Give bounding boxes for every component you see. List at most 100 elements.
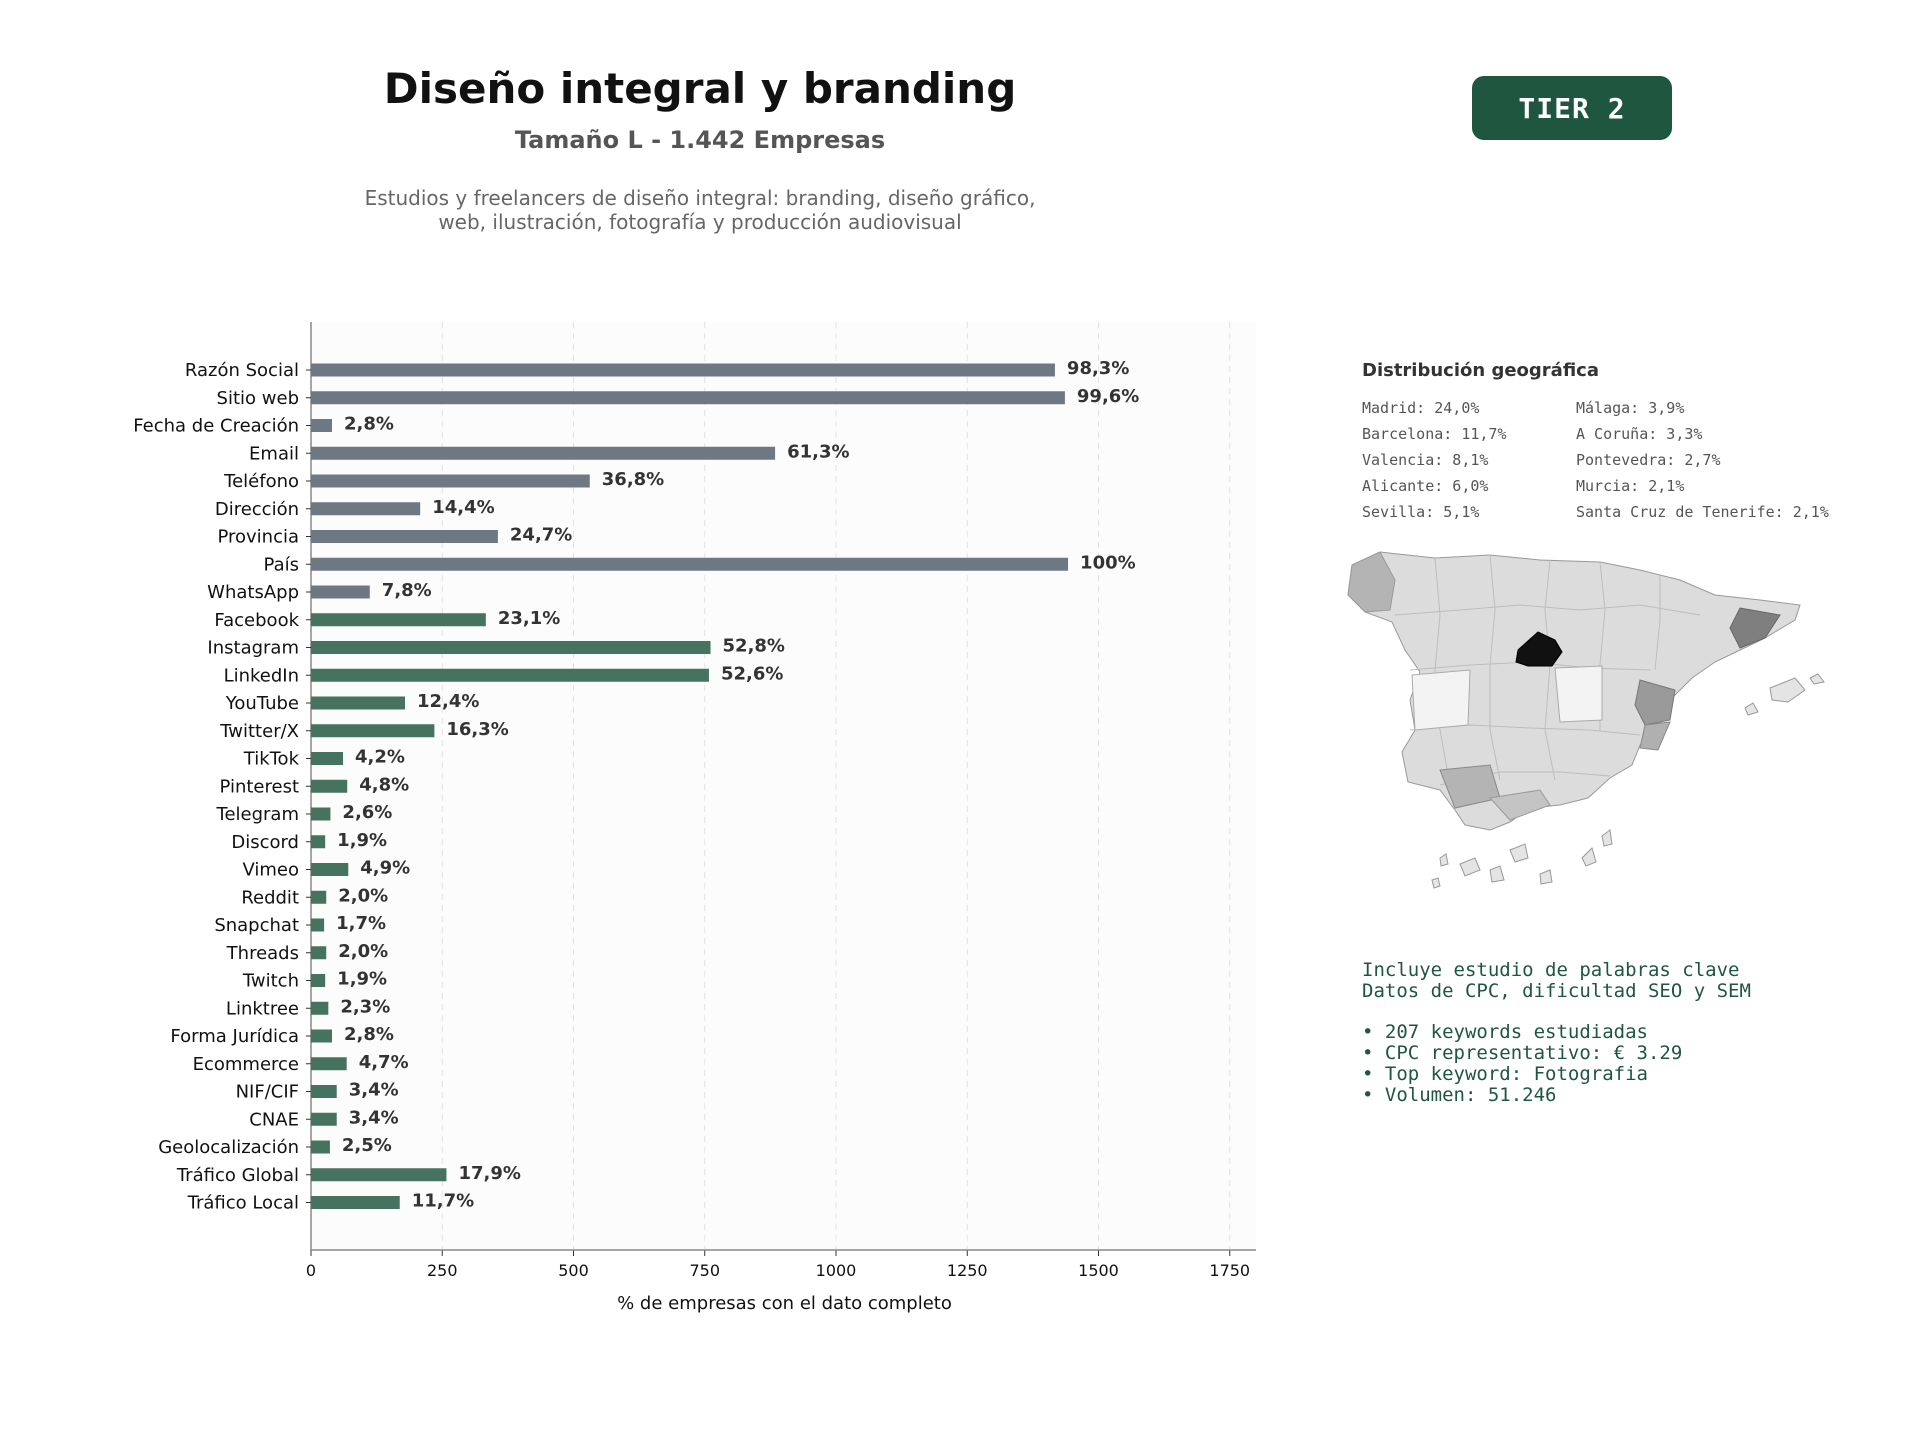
x-tick-label: 0 — [306, 1261, 316, 1280]
bar — [311, 696, 405, 710]
category-label: Telegram — [216, 804, 299, 825]
data-label: 14,4% — [432, 497, 494, 518]
bar — [311, 391, 1065, 405]
bar — [311, 419, 332, 432]
data-label: 2,0% — [338, 941, 388, 962]
geo-item: Madrid: 24,0% — [1362, 399, 1480, 417]
description-line-1: Estudios y freelancers de diseño integra… — [364, 186, 1036, 210]
map-light-center — [1554, 665, 1603, 723]
bar — [311, 863, 349, 876]
x-tick-label: 1500 — [1078, 1261, 1119, 1280]
geo-item: A Coruña: 3,3% — [1576, 425, 1703, 443]
geo-item: Málaga: 3,9% — [1576, 399, 1685, 417]
category-label: Dirección — [215, 499, 299, 520]
data-label: 4,7% — [359, 1052, 409, 1073]
data-label: 12,4% — [417, 691, 479, 712]
data-label: 61,3% — [787, 441, 849, 462]
data-label: 17,9% — [458, 1163, 520, 1184]
tier-badge: TIER 2 — [1472, 76, 1672, 140]
map-light-west — [1411, 669, 1471, 731]
data-label: 2,0% — [338, 885, 388, 906]
map-galicia — [1347, 551, 1396, 613]
category-label: Email — [249, 443, 299, 464]
bar — [311, 724, 435, 738]
category-label: Teléfono — [223, 471, 299, 492]
bar — [311, 807, 331, 821]
geo-item: Pontevedra: 2,7% — [1576, 451, 1721, 469]
x-tick-label: 500 — [558, 1261, 589, 1280]
data-label: 52,6% — [721, 663, 783, 684]
map-valencia — [1634, 679, 1676, 726]
keywords-line-1: Incluye estudio de palabras clave — [1362, 959, 1740, 981]
category-label: NIF/CIF — [236, 1082, 299, 1103]
category-label: Discord — [231, 832, 299, 853]
bar — [311, 918, 325, 932]
x-tick-label: 1250 — [947, 1261, 988, 1280]
keywords-bullet: • 207 keywords estudiadas — [1362, 1021, 1648, 1043]
page-title: Diseño integral y branding — [383, 64, 1017, 113]
data-label: 2,6% — [342, 802, 392, 823]
map-alicante — [1639, 721, 1671, 751]
bar — [311, 613, 486, 627]
data-label: 100% — [1080, 552, 1136, 573]
geo-item: Barcelona: 11,7% — [1362, 425, 1507, 443]
data-label: 3,4% — [349, 1080, 399, 1101]
category-label: Twitter/X — [219, 721, 299, 742]
keywords-bullet: • Top keyword: Fotografia — [1362, 1063, 1648, 1085]
data-label: 24,7% — [510, 525, 572, 546]
category-label: Vimeo — [242, 860, 299, 881]
bar — [311, 446, 776, 460]
bar — [311, 585, 370, 599]
category-label: Facebook — [214, 610, 299, 631]
data-label: 1,9% — [337, 969, 387, 990]
bar — [311, 1196, 400, 1209]
x-tick-label: 1000 — [816, 1261, 857, 1280]
data-label: 2,8% — [344, 414, 394, 435]
category-label: LinkedIn — [224, 665, 299, 686]
category-label: Instagram — [207, 638, 299, 659]
page-subtitle: Tamaño L - 1.442 Empresas — [514, 126, 886, 154]
data-label: 16,3% — [446, 719, 508, 740]
category-label: Reddit — [241, 887, 299, 908]
bar — [311, 557, 1069, 571]
data-label: 7,8% — [382, 580, 432, 601]
bar — [311, 890, 327, 904]
description-line-2: web, ilustración, fotografía y producció… — [438, 210, 962, 234]
geo-item: Alicante: 6,0% — [1362, 477, 1489, 495]
bar — [311, 530, 498, 543]
x-tick-label: 750 — [689, 1261, 720, 1280]
category-label: Forma Jurídica — [170, 1026, 299, 1047]
geo-distribution-title: Distribución geográfica — [1362, 360, 1599, 381]
bar — [311, 1029, 332, 1043]
data-label: 4,2% — [355, 747, 405, 768]
data-label: 98,3% — [1067, 358, 1129, 379]
data-label: 2,3% — [340, 996, 390, 1017]
x-tick-label: 250 — [427, 1261, 458, 1280]
bar — [311, 1168, 447, 1182]
map-malaga — [1489, 789, 1551, 821]
bar — [311, 752, 344, 765]
bar — [311, 474, 590, 488]
category-label: TikTok — [243, 749, 300, 770]
x-axis-title: % de empresas con el dato completo — [617, 1293, 952, 1314]
keywords-line-2: Datos de CPC, dificultad SEO y SEM — [1362, 980, 1751, 1002]
data-label: 2,5% — [342, 1135, 392, 1156]
category-label: Ecommerce — [193, 1054, 299, 1075]
category-label: Pinterest — [219, 776, 299, 797]
data-label: 2,8% — [344, 1024, 394, 1045]
category-label: Snapchat — [214, 915, 299, 936]
data-label: 4,8% — [359, 774, 409, 795]
x-tick-label: 1750 — [1209, 1261, 1250, 1280]
bar — [311, 1001, 329, 1015]
category-label: Provincia — [217, 527, 299, 548]
category-label: Tráfico Local — [187, 1193, 299, 1214]
bar — [311, 835, 326, 849]
data-label: 1,9% — [337, 830, 387, 851]
category-label: País — [264, 554, 299, 575]
bar — [311, 946, 327, 960]
bar — [311, 502, 421, 516]
data-label: 52,8% — [723, 636, 785, 657]
bar — [311, 363, 1055, 377]
geo-item: Sevilla: 5,1% — [1362, 503, 1480, 521]
